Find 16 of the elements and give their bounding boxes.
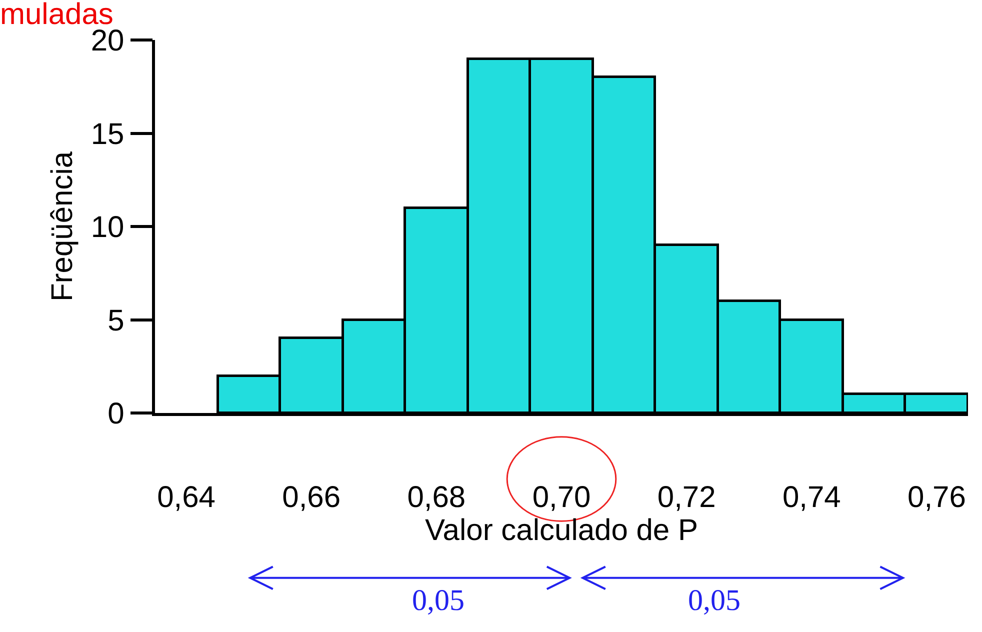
text: 0,05: [688, 584, 740, 617]
y-tick-label: 5: [108, 304, 124, 338]
x-tick-label: 0,68: [407, 480, 466, 514]
x-tick-label: 0,64: [157, 480, 216, 514]
x-tick-label: 0,66: [282, 480, 341, 514]
y-tick-label: 0: [108, 398, 124, 430]
y-axis-title: Freqüência: [46, 151, 79, 302]
y-tick-label: 15: [90, 118, 124, 151]
y-tick-label: 10: [90, 211, 124, 244]
text: 0,05: [412, 584, 464, 617]
x-tick-label: 0,74: [782, 480, 841, 514]
x-tick-label: 0,72: [657, 480, 716, 514]
x-axis-title: Valor calculado de P: [425, 514, 698, 547]
x-tick-label: 0,70: [532, 480, 591, 514]
y-tick-label: 20: [90, 24, 124, 58]
x-tick-label: 0,76: [908, 480, 966, 514]
